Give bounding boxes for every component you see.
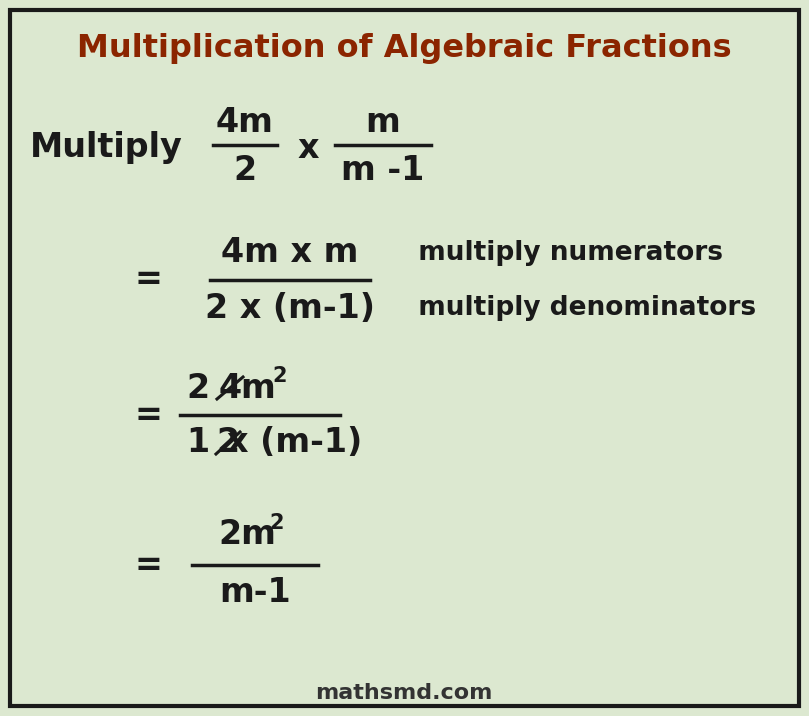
Text: =: = [134,263,162,296]
Text: m: m [366,105,400,138]
Text: m: m [240,372,275,405]
Text: 2 x (m-1): 2 x (m-1) [205,291,375,324]
Text: 2m: 2m [218,518,276,551]
Text: Multiply: Multiply [30,132,183,165]
Text: 2: 2 [186,372,210,405]
Text: 2: 2 [269,513,284,533]
Text: m-1: m-1 [219,576,290,609]
Text: multiply denominators: multiply denominators [400,295,756,321]
Text: multiply numerators: multiply numerators [400,240,723,266]
Text: 4: 4 [218,372,242,405]
Text: =: = [134,548,162,581]
Text: 1: 1 [186,427,210,460]
Text: 4m: 4m [216,105,274,138]
Text: mathsmd.com: mathsmd.com [316,683,493,703]
Text: x: x [297,132,319,165]
Text: 4m x m: 4m x m [222,236,358,269]
Text: 2: 2 [273,366,287,386]
Text: Multiplication of Algebraic Fractions: Multiplication of Algebraic Fractions [77,32,731,64]
Text: x (m-1): x (m-1) [227,427,362,460]
FancyBboxPatch shape [10,10,799,706]
Text: 2: 2 [217,427,239,460]
Text: m -1: m -1 [341,153,425,186]
Text: =: = [134,399,162,432]
Text: 2: 2 [234,153,256,186]
